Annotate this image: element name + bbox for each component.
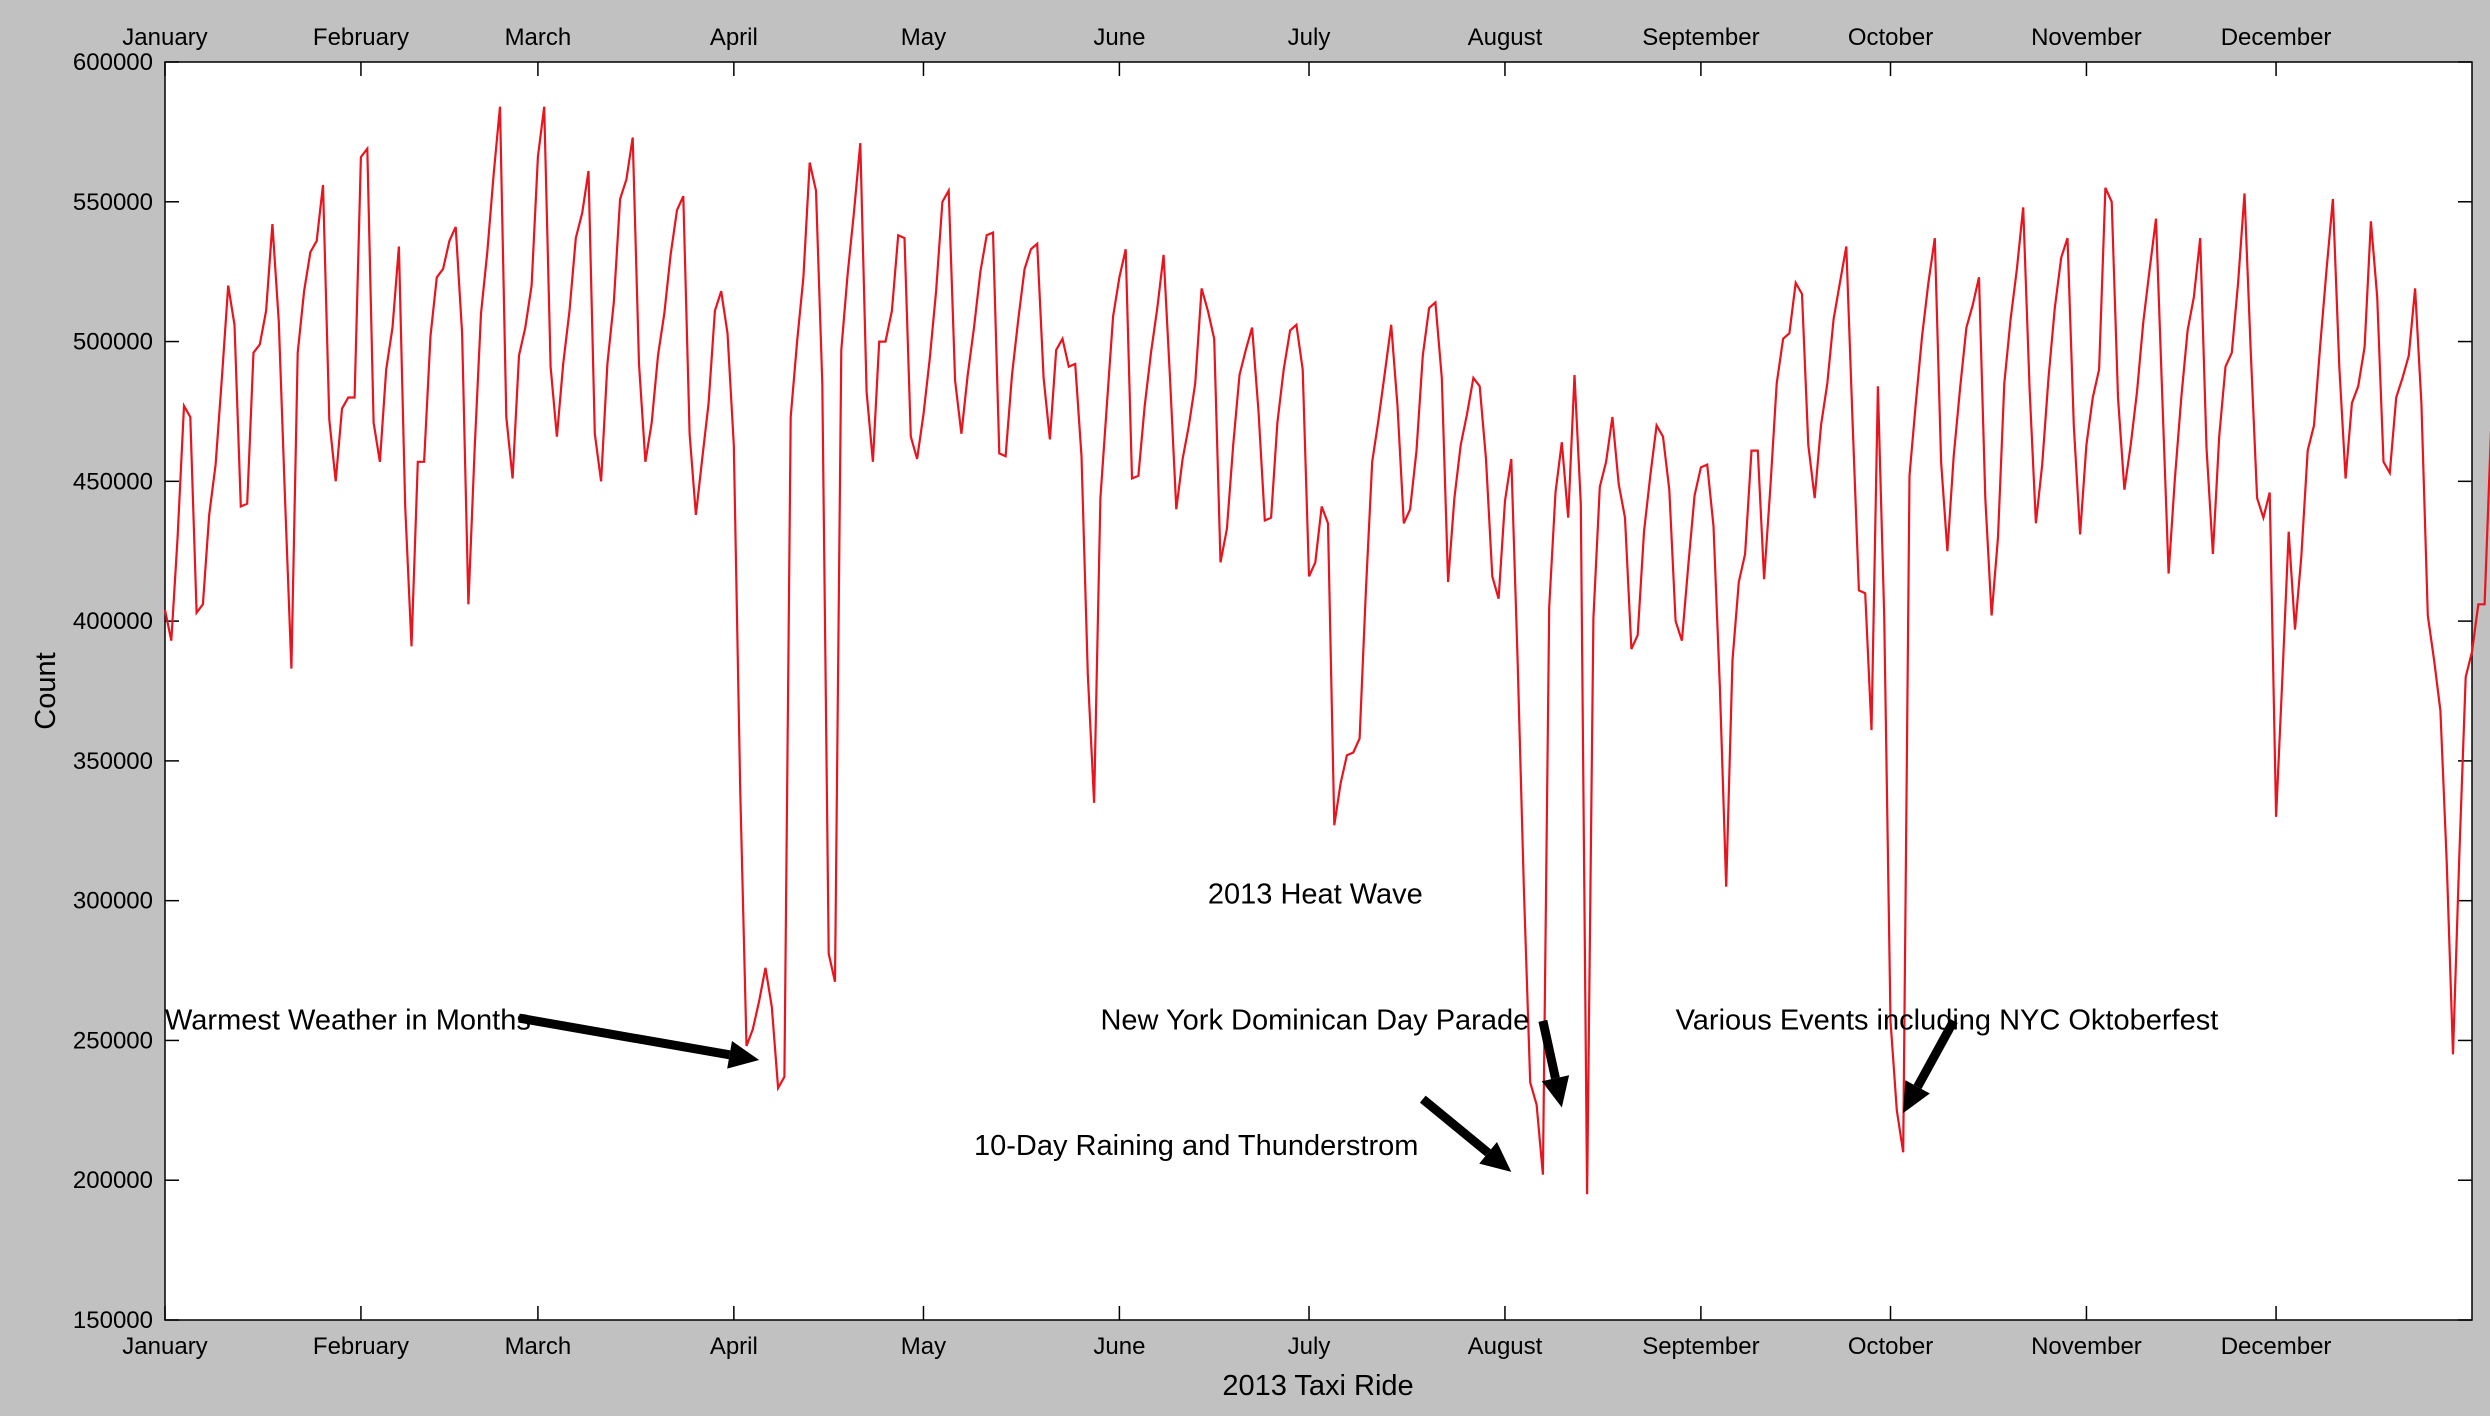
x-tick-label-top-december: December (2221, 24, 2332, 51)
y-tick-label-0: 150000 (73, 1307, 153, 1334)
y-tick-label-5: 400000 (73, 608, 153, 635)
x-tick-label-top-august: August (1468, 24, 1543, 51)
x-tick-label-bottom-may: May (901, 1333, 946, 1360)
y-tick-label-4: 350000 (73, 748, 153, 775)
annotation-arrow-shaft-4 (1913, 1018, 1958, 1089)
annotation-text-1: 2013 Heat Wave (1208, 878, 1423, 910)
tick-labels: 150000 200000 250000 300000 350000 400000 4500… (73, 24, 2332, 1360)
annotation-arrow-head-2 (1541, 1075, 1570, 1108)
x-tick-label-top-november: November (2031, 24, 2142, 51)
x-tick-label-top-april: April (710, 24, 758, 51)
annotations: Warmest Weather in Months 2013 Heat Wave N… (165, 878, 2218, 1172)
y-tick-label-8: 550000 (73, 189, 153, 216)
x-tick-label-top-october: October (1848, 24, 1933, 51)
x-tick-label-bottom-september: September (1642, 1333, 1759, 1360)
x-tick-label-bottom-march: March (505, 1333, 572, 1360)
annotation-text-2: New York Dominican Day Parade (1100, 1004, 1529, 1036)
plot-area (164, 61, 2473, 1321)
x-tick-label-top-february: February (313, 24, 409, 51)
x-tick-label-top-january: January (122, 24, 207, 51)
annotation-arrow-shaft-2 (1538, 1019, 1560, 1080)
y-tick-label-9: 600000 (73, 49, 153, 76)
x-tick-label-bottom-june: June (1093, 1333, 1145, 1360)
x-tick-label-bottom-august: August (1468, 1333, 1543, 1360)
annotation-arrow-shaft-3 (1419, 1095, 1491, 1157)
x-tick-label-bottom-february: February (313, 1333, 409, 1360)
annotation-text-0: Warmest Weather in Months (165, 1004, 531, 1036)
axis-ticks (164, 61, 2472, 1321)
y-axis-label: Count (30, 652, 62, 729)
annotation-arrow-head-4 (1903, 1080, 1930, 1114)
x-tick-label-bottom-october: October (1848, 1333, 1933, 1360)
annotation-arrow-head-3 (1479, 1141, 1512, 1172)
annotation-arrow-head-0 (727, 1041, 760, 1069)
y-tick-label-1: 200000 (73, 1167, 153, 1194)
x-tick-label-bottom-april: April (710, 1333, 758, 1360)
series-line-taxi-rides (163, 106, 2490, 1195)
x-tick-label-bottom-january: January (122, 1333, 207, 1360)
y-tick-label-3: 300000 (73, 888, 153, 915)
x-tick-label-bottom-december: December (2221, 1333, 2332, 1360)
y-tick-label-6: 450000 (73, 468, 153, 495)
annotation-arrow-shaft-0 (518, 1013, 731, 1060)
x-tick-label-top-june: June (1093, 24, 1145, 51)
y-tick-label-7: 500000 (73, 329, 153, 356)
x-tick-label-top-may: May (901, 24, 946, 51)
x-tick-label-top-september: September (1642, 24, 1759, 51)
x-axis-label: 2013 Taxi Ride (1222, 1370, 1413, 1402)
x-tick-label-top-july: July (1288, 24, 1331, 51)
x-tick-label-bottom-november: November (2031, 1333, 2142, 1360)
y-tick-label-2: 250000 (73, 1027, 153, 1054)
x-tick-label-top-march: March (505, 24, 572, 51)
x-tick-label-bottom-july: July (1288, 1333, 1331, 1360)
annotation-text-3: 10-Day Raining and Thunderstrom (974, 1130, 1418, 1162)
